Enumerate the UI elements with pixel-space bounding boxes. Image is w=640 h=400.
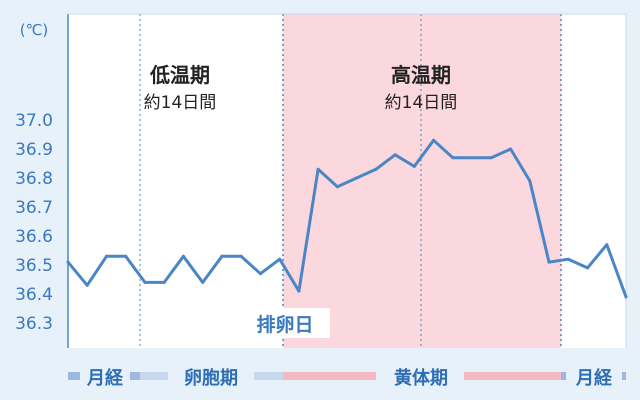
- temperature-point: [432, 138, 436, 142]
- temperature-point: [85, 283, 89, 287]
- temperature-points: [66, 138, 628, 299]
- temperature-point: [624, 295, 628, 299]
- temperature-point: [566, 257, 570, 261]
- y-tick-labels: 37.0 36.9 36.8 36.7 36.6 36.5 36.4 36.3: [15, 111, 53, 334]
- temperature-point: [374, 167, 378, 171]
- temperature-point: [528, 179, 532, 183]
- phase-label-luteal: 黄体期: [394, 367, 448, 389]
- temperature-point: [258, 272, 262, 276]
- y-tick-label: 36.8: [15, 169, 53, 189]
- temperature-point: [278, 257, 282, 261]
- y-tick-label: 36.3: [15, 314, 53, 334]
- temperature-point: [412, 164, 416, 168]
- temperature-point: [547, 260, 551, 264]
- temperature-point: [201, 280, 205, 284]
- y-tick-label: 36.7: [15, 198, 53, 218]
- temperature-point: [393, 153, 397, 157]
- temperature-point: [489, 156, 493, 160]
- luteal-label-bg: [376, 362, 464, 390]
- temperature-point: [66, 260, 70, 264]
- temperature-point: [470, 156, 474, 160]
- menses-label-bg-start: [80, 362, 130, 390]
- low-temp-phase-title: 低温期: [149, 63, 210, 87]
- y-tick-label: 37.0: [15, 111, 53, 131]
- temperature-point: [316, 167, 320, 171]
- temperature-point: [586, 266, 589, 270]
- temperature-point: [335, 185, 339, 189]
- temperature-line: [66, 138, 628, 299]
- low-temp-phase-duration: 約14日間: [144, 93, 217, 113]
- y-tick-label: 36.6: [15, 227, 53, 247]
- temperature-point: [297, 289, 301, 293]
- temperature-point: [355, 176, 359, 180]
- temperature-point: [605, 243, 609, 247]
- phase-label-menses-end: 月経: [575, 367, 613, 389]
- y-tick-label: 36.4: [15, 285, 53, 305]
- y-axis-unit-label: (℃): [20, 21, 49, 39]
- y-tick-label: 36.5: [15, 256, 53, 276]
- high-temp-phase-duration: 約14日間: [385, 93, 458, 113]
- y-tick-label: 36.9: [15, 140, 53, 160]
- temperature-point: [239, 254, 243, 258]
- temperature-point: [162, 280, 166, 284]
- menses-label-bg-end: [566, 362, 622, 390]
- ovulation-label-box: [240, 308, 330, 338]
- phase-label-menses-start: 月経: [86, 367, 124, 389]
- temperature-point: [220, 254, 224, 258]
- temperature-point: [451, 156, 455, 160]
- temperature-point: [124, 254, 128, 258]
- temperature-point: [143, 280, 147, 284]
- follicular-label-bg: [168, 362, 254, 390]
- high-temp-phase-title: 高温期: [391, 63, 451, 87]
- temperature-point: [509, 147, 513, 151]
- temperature-point: [105, 254, 108, 258]
- ovulation-day-label: 排卵日: [256, 313, 313, 336]
- temperature-point: [181, 254, 185, 258]
- phase-label-follicular: 卵胞期: [184, 367, 238, 389]
